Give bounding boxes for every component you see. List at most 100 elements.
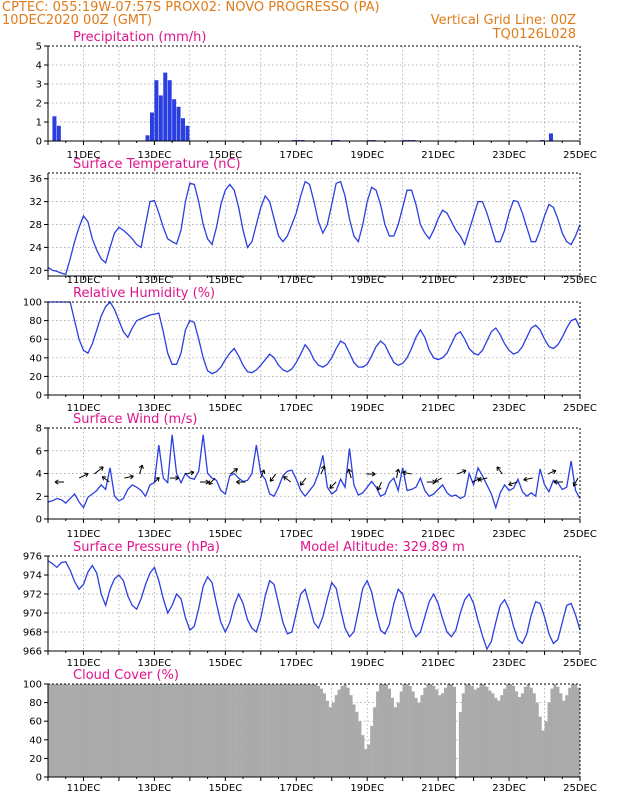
bar (476, 687, 480, 777)
bar (151, 684, 155, 777)
y-tick-label: 28 (29, 220, 42, 231)
bar (172, 99, 177, 141)
x-tick-label: 21DEC (421, 783, 455, 794)
panel-title: Precipitation (mm/h) (73, 30, 206, 45)
x-tick-label: 23DEC (492, 529, 526, 540)
bar (185, 125, 190, 141)
y-tick-label: 974 (23, 571, 42, 582)
bar (181, 684, 185, 777)
bar (364, 749, 368, 777)
bar (420, 695, 424, 777)
x-tick-label: 25DEC (563, 275, 597, 286)
x-tick-label: 13DEC (138, 783, 172, 794)
x-tick-label: 19DEC (350, 529, 384, 540)
bar (311, 684, 315, 777)
wind-vector (496, 466, 503, 475)
bar (257, 684, 261, 777)
bar (216, 684, 220, 777)
bar (544, 721, 548, 777)
x-tick-label: 17DEC (279, 403, 313, 414)
wind-vector (477, 476, 488, 482)
bar (68, 684, 72, 777)
x-tick-label: 13DEC (138, 403, 172, 414)
bar (158, 95, 163, 141)
bar (506, 684, 510, 777)
bar (314, 684, 318, 777)
x-tick-label: 13DEC (138, 150, 172, 161)
bar (517, 697, 522, 777)
bar (547, 702, 551, 777)
bar (113, 684, 117, 777)
bar (514, 691, 519, 777)
bar (423, 687, 427, 777)
bar (243, 684, 247, 777)
bar (302, 684, 306, 777)
bar (275, 684, 279, 777)
y-tick-label: 5 (36, 42, 42, 53)
bar (160, 684, 164, 777)
bar (260, 684, 264, 777)
bar (59, 684, 63, 777)
bar (272, 684, 276, 777)
bar (65, 684, 69, 777)
x-tick-label: 23DEC (492, 150, 526, 161)
x-tick-label: 19DEC (350, 658, 384, 669)
bar (115, 684, 120, 777)
bar (269, 684, 273, 777)
bar (92, 684, 96, 777)
bar (417, 702, 421, 777)
x-tick-label: 17DEC (279, 275, 313, 286)
bar (204, 684, 208, 777)
bar (234, 684, 238, 777)
bar (89, 684, 93, 777)
y-tick-label: 40 (29, 735, 42, 746)
wind-vector (54, 479, 64, 485)
wind-vector (229, 468, 238, 475)
bar (296, 684, 300, 777)
bar (86, 684, 90, 777)
bar (240, 684, 244, 777)
bar (408, 685, 412, 777)
panel-title: Surface Pressure (hPa) (73, 540, 220, 555)
bar (136, 684, 140, 777)
y-tick-label: 0 (36, 515, 42, 526)
x-tick-label: 21DEC (421, 658, 455, 669)
bar (464, 684, 468, 777)
bar (405, 684, 409, 777)
panel-1: Surface Temperature (nC) 20 24 28 32 36 11DEC 1… (29, 157, 597, 286)
bar (559, 693, 563, 777)
y-tick-label: 2 (36, 492, 42, 503)
bar (139, 684, 143, 777)
series-line (47, 180, 581, 276)
bar (393, 707, 397, 777)
bar (154, 80, 159, 141)
panel-title: Relative Humidity (%) (73, 286, 215, 301)
bar (118, 684, 123, 777)
x-tick-label: 17DEC (279, 529, 313, 540)
wind-vector (523, 476, 533, 482)
bar (98, 684, 102, 777)
bar (488, 690, 492, 777)
bar (352, 704, 356, 777)
bar (402, 684, 406, 777)
bar (290, 684, 294, 777)
header-station: CPTEC: 055:19W-07:57S PROX02: NOVO PROGR… (2, 0, 380, 15)
y-tick-label: 20 (29, 372, 42, 383)
y-tick-label: 100 (23, 680, 42, 691)
bar (145, 135, 150, 141)
x-tick-label: 21DEC (421, 529, 455, 540)
bar (53, 684, 58, 777)
bar (553, 684, 557, 777)
bar (251, 684, 256, 777)
wind-vector (329, 481, 337, 489)
x-tick-label: 13DEC (138, 275, 172, 286)
bar (157, 684, 161, 777)
bar (500, 695, 504, 777)
bar (461, 693, 465, 777)
bar (473, 689, 477, 777)
y-tick-label: 2 (36, 99, 42, 110)
x-tick-label: 13DEC (138, 529, 172, 540)
y-tick-label: 1 (36, 118, 42, 129)
x-tick-label: 25DEC (563, 403, 597, 414)
